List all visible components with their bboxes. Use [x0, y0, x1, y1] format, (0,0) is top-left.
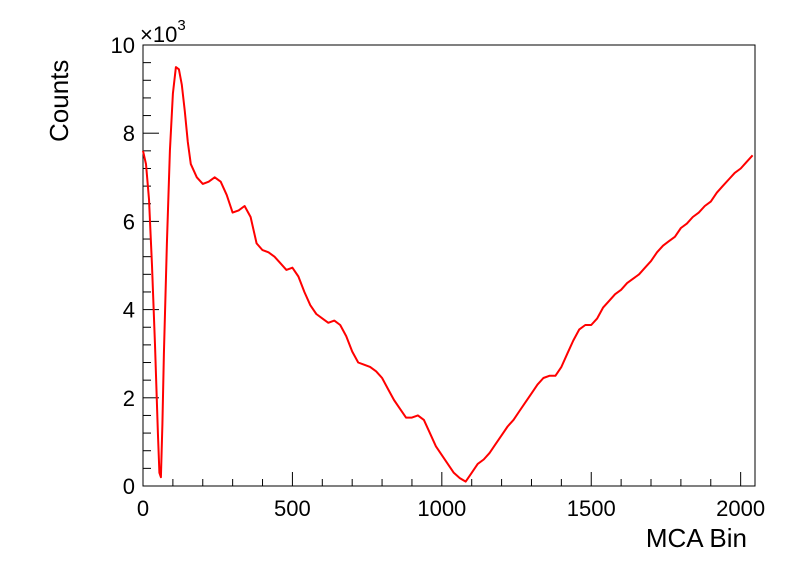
x-axis-ticks: 0 500 1000 1500 2000 [137, 472, 765, 521]
series-line [142, 66, 754, 483]
x-tick-label: 1000 [417, 496, 466, 521]
y-tick-label: 0 [123, 474, 135, 499]
series-layer [142, 66, 754, 483]
y-multiplier-base: ×10 [140, 22, 177, 47]
y-tick-label: 4 [123, 298, 135, 323]
y-axis-title: Counts [44, 60, 74, 142]
y-tick-label: 6 [123, 209, 135, 234]
x-tick-label: 500 [274, 496, 311, 521]
plot-frame [142, 44, 756, 487]
x-axis-title: MCA Bin [646, 523, 747, 553]
y-multiplier-label: ×103 [140, 17, 186, 47]
x-tick-label: 0 [137, 496, 149, 521]
x-tick-label: 1500 [567, 496, 616, 521]
y-tick-label: 8 [123, 121, 135, 146]
y-tick-label: 2 [123, 386, 135, 411]
y-multiplier-exponent: 3 [177, 17, 185, 34]
y-axis-ticks: 0 2 4 6 8 10 [111, 33, 159, 499]
x-tick-label: 2000 [716, 496, 765, 521]
y-tick-label: 10 [111, 33, 135, 58]
